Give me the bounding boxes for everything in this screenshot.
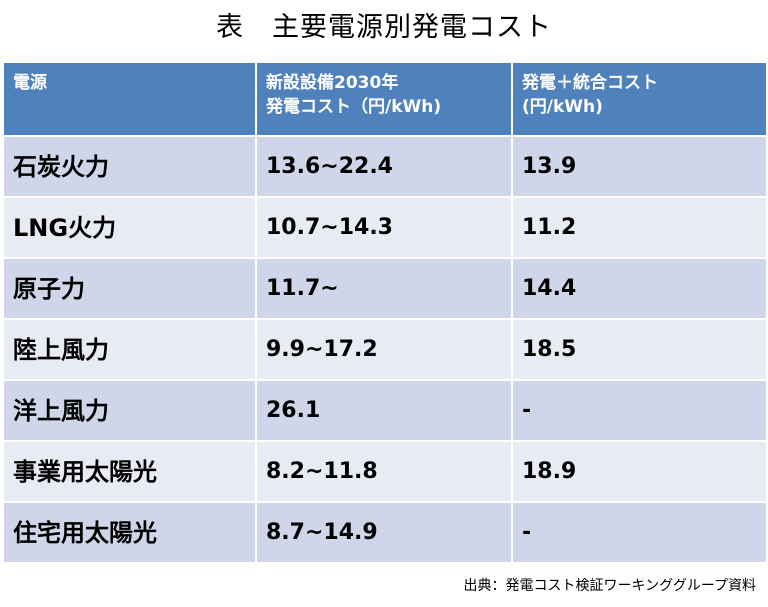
table-row: LNG火力 10.7~14.3 11.2: [2, 196, 768, 259]
power-source-name: 石炭火力: [2, 135, 257, 198]
integrated-cost-value: -: [511, 379, 768, 442]
header-power-source-label: 電源: [13, 73, 47, 93]
cost-2030-value: 8.7~14.9: [255, 501, 513, 564]
integrated-cost-value: 18.5: [511, 318, 768, 381]
table-row: 住宅用太陽光 8.7~14.9 -: [2, 501, 768, 564]
header-integrated-cost-line1: 発電＋統合コスト: [522, 73, 658, 93]
power-source-name: 陸上風力: [2, 318, 257, 381]
header-new-facility-cost-line2: 発電コスト（円/kWh): [266, 97, 442, 117]
table-row: 石炭火力 13.6~22.4 13.9: [2, 135, 768, 198]
cost-2030-value: 8.2~11.8: [255, 440, 513, 503]
cost-2030-value: 11.7~: [255, 257, 513, 320]
integrated-cost-value: -: [511, 501, 768, 564]
cost-2030-value: 10.7~14.3: [255, 196, 513, 259]
header-integrated-cost-line2: (円/kWh): [522, 97, 603, 117]
power-source-name: LNG火力: [2, 196, 257, 259]
table-header-row: 電源 新設設備2030年 発電コスト（円/kWh) 発電＋統合コスト (円/kW…: [2, 61, 768, 137]
power-source-name: 事業用太陽光: [2, 440, 257, 503]
integrated-cost-value: 13.9: [511, 135, 768, 198]
table-row: 原子力 11.7~ 14.4: [2, 257, 768, 320]
power-source-name: 原子力: [2, 257, 257, 320]
header-new-facility-cost: 新設設備2030年 発電コスト（円/kWh): [255, 61, 513, 137]
table-row: 事業用太陽光 8.2~11.8 18.9: [2, 440, 768, 503]
power-source-name: 住宅用太陽光: [2, 501, 257, 564]
cost-2030-value: 26.1: [255, 379, 513, 442]
page-title: 表 主要電源別発電コスト: [216, 12, 552, 43]
cost-2030-value: 9.9~17.2: [255, 318, 513, 381]
header-new-facility-cost-line1: 新設設備2030年: [266, 73, 399, 93]
power-source-name: 洋上風力: [2, 379, 257, 442]
header-integrated-cost: 発電＋統合コスト (円/kWh): [511, 61, 768, 137]
table-row: 洋上風力 26.1 -: [2, 379, 768, 442]
header-power-source: 電源: [2, 61, 257, 137]
power-cost-table: 電源 新設設備2030年 発電コスト（円/kWh) 発電＋統合コスト (円/kW…: [2, 61, 768, 564]
integrated-cost-value: 18.9: [511, 440, 768, 503]
integrated-cost-value: 14.4: [511, 257, 768, 320]
source-note: 出典：発電コスト検証ワーキンググループ資料: [463, 578, 756, 594]
cost-2030-value: 13.6~22.4: [255, 135, 513, 198]
integrated-cost-value: 11.2: [511, 196, 768, 259]
table-row: 陸上風力 9.9~17.2 18.5: [2, 318, 768, 381]
